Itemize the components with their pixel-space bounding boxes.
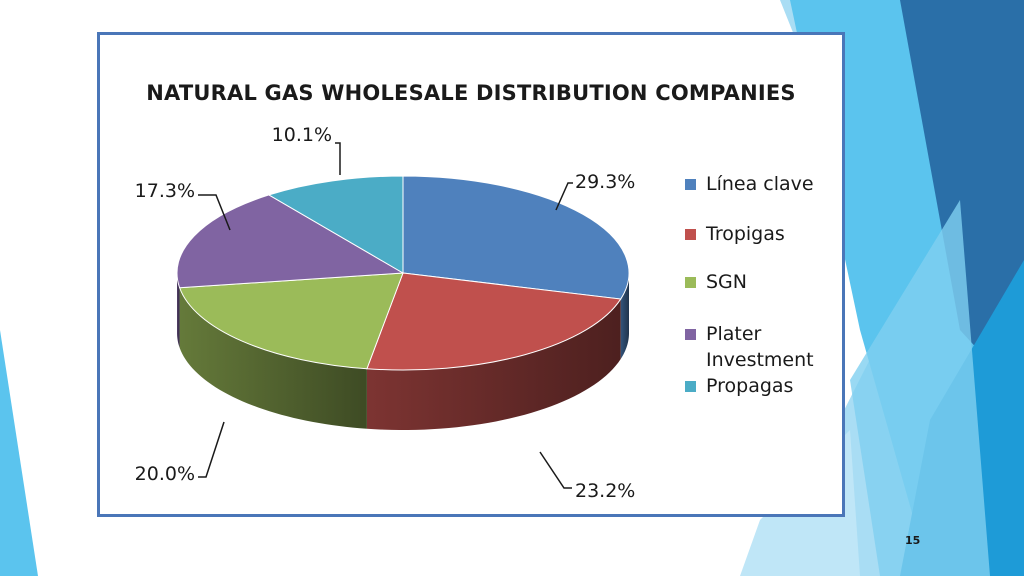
data-label-tropigas: 23.2% xyxy=(575,480,635,502)
leader-line-propagas xyxy=(335,142,341,175)
legend-swatch xyxy=(685,179,696,190)
legend-swatch xyxy=(685,381,696,392)
right-accent-pale xyxy=(850,200,990,576)
leader-line-tropigas xyxy=(539,451,572,489)
pie-slice-tropigas xyxy=(366,272,622,371)
chart-title: NATURAL GAS WHOLESALE DISTRIBUTION COMPA… xyxy=(146,81,796,105)
leader-line-línea-clave xyxy=(555,182,573,211)
data-label-línea-clave: 29.3% xyxy=(575,171,635,193)
pie-side-tropigas xyxy=(366,299,621,430)
pie-slice-línea-clave xyxy=(402,175,630,300)
pie-side-plater-investment xyxy=(177,273,180,348)
data-label-sgn: 20.0% xyxy=(135,463,195,485)
page-number: 15 xyxy=(905,534,921,547)
leader-line-sgn xyxy=(198,421,225,478)
legend-label: Línea clave xyxy=(706,173,814,195)
data-label-propagas: 10.1% xyxy=(272,124,332,146)
legend-label: Propagas xyxy=(706,375,794,397)
legend-label: SGN xyxy=(706,271,747,293)
data-label-plater-investment: 17.3% xyxy=(135,180,195,202)
leader-line-plater-investment xyxy=(198,194,231,231)
legend-label: Plater Investment xyxy=(706,323,814,371)
pie-chart: 29.3% 23.2% 20.0% 17.3% 10.1% xyxy=(135,124,636,502)
pie-slice-propagas xyxy=(267,175,404,274)
right-accent-dark xyxy=(900,0,1024,400)
chart-frame: NATURAL GAS WHOLESALE DISTRIBUTION COMPA… xyxy=(97,32,845,517)
pie-slice-sgn xyxy=(178,272,404,370)
pie-slice-plater-investment xyxy=(176,194,405,289)
left-accent-shape xyxy=(0,330,38,576)
pie-side-sgn xyxy=(179,287,367,429)
legend-swatch xyxy=(685,277,696,288)
legend-label: Tropigas xyxy=(706,223,785,245)
legend-swatch xyxy=(685,229,696,240)
pie-side-línea-clave xyxy=(620,273,629,360)
legend-swatch xyxy=(685,329,696,340)
